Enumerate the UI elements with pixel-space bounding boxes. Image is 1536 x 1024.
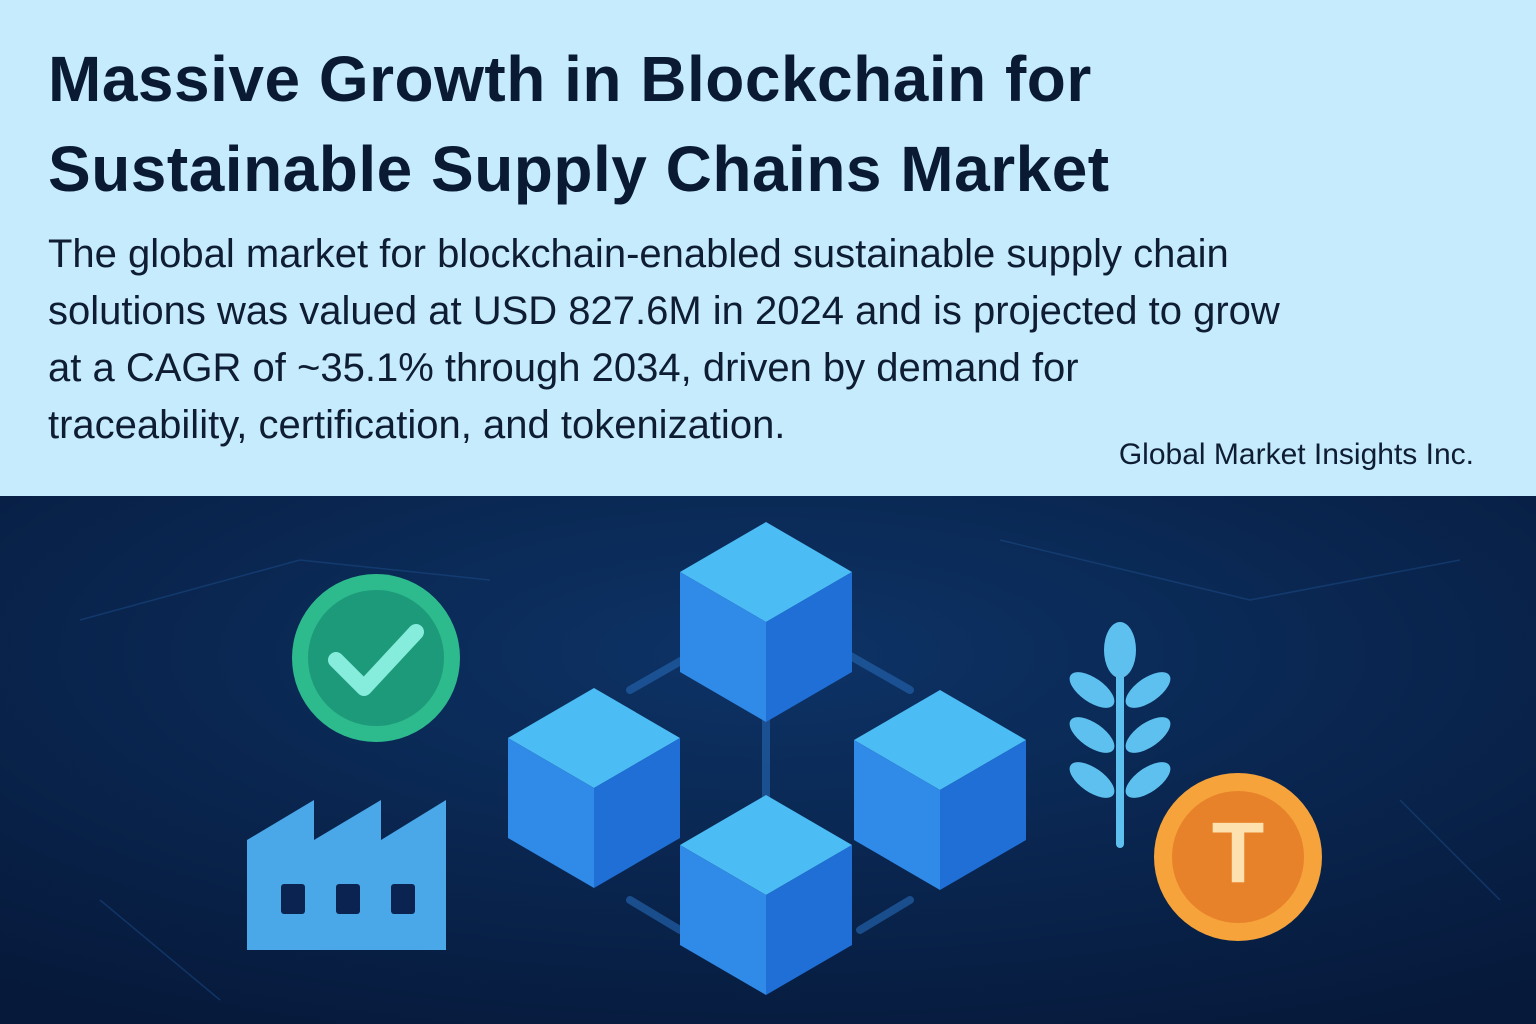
- source: Global Market Insights Inc.: [1118, 438, 1474, 471]
- title: Massive Growth in Blockchain for Sustain…: [48, 34, 1110, 214]
- network-lines: [79, 539, 1501, 1001]
- token-icon: T: [1154, 773, 1322, 941]
- description-line: solutions was valued at USD 827.6M in 20…: [48, 289, 1280, 333]
- plant-icon: [1069, 622, 1171, 848]
- token-label: T: [1212, 806, 1265, 902]
- certification-icon: [292, 574, 460, 742]
- description-line: traceability, certification, and tokeniz…: [48, 403, 786, 447]
- description: The global market for blockchain-enabled…: [48, 226, 1280, 454]
- header-panel: Massive Growth in Blockchain for Sustain…: [0, 0, 1536, 496]
- factory-icon: [247, 800, 446, 950]
- illustration: T: [0, 496, 1536, 1024]
- description-line: The global market for blockchain-enabled…: [48, 232, 1229, 276]
- title-line: Sustainable Supply Chains Market: [48, 133, 1110, 205]
- description-line: at a CAGR of ~35.1% through 2034, driven…: [48, 346, 1079, 390]
- title-line: Massive Growth in Blockchain for: [48, 43, 1092, 115]
